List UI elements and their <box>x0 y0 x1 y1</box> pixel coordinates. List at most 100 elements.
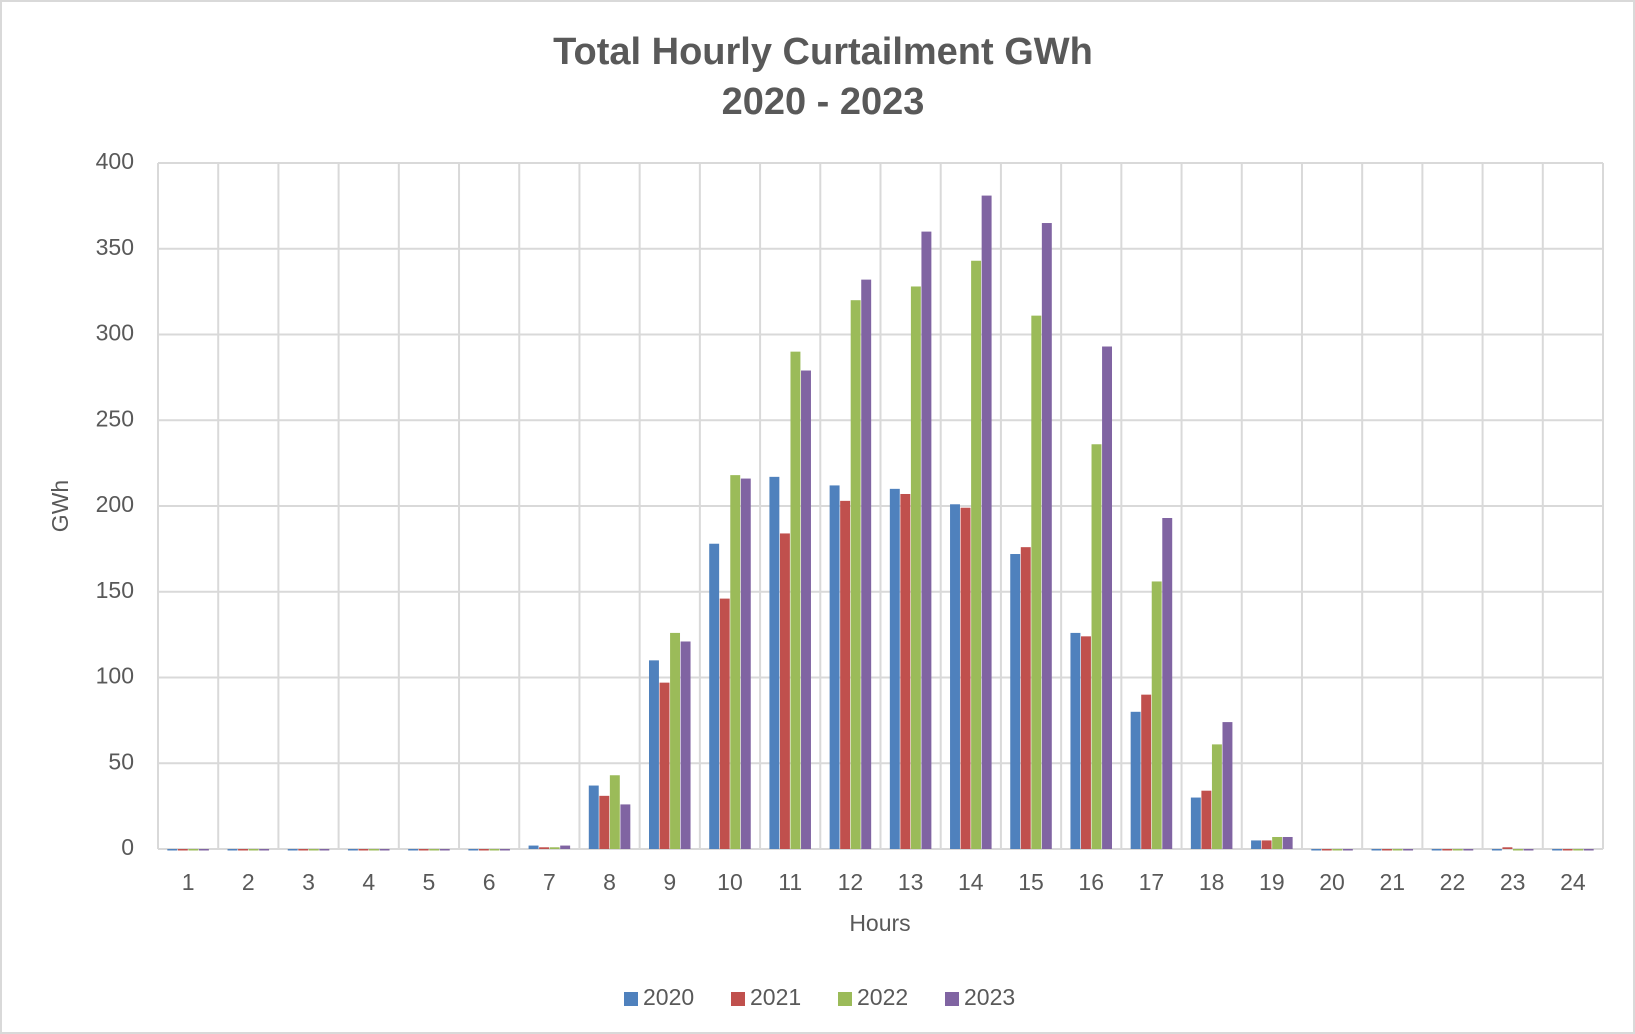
bar <box>188 849 199 851</box>
bar <box>910 286 921 850</box>
bar <box>921 231 932 850</box>
bar <box>478 849 489 851</box>
bar <box>1342 849 1353 851</box>
x-tick-label: 14 <box>958 869 984 895</box>
bar <box>489 849 500 851</box>
bar <box>539 847 550 849</box>
bar <box>648 660 659 849</box>
x-tick-label: 5 <box>423 869 436 895</box>
y-tick-label: 350 <box>96 234 134 260</box>
bar <box>227 849 238 851</box>
bar <box>620 804 631 849</box>
x-tick-label: 16 <box>1078 869 1104 895</box>
bar <box>1431 849 1442 851</box>
bar <box>801 370 811 849</box>
bar <box>308 849 319 851</box>
x-tick-label: 17 <box>1139 869 1165 895</box>
bar <box>1442 849 1453 851</box>
bar <box>769 476 780 849</box>
bar <box>670 632 681 849</box>
x-tick-label: 1 <box>182 869 195 895</box>
y-tick-label: 0 <box>121 834 134 860</box>
bar <box>950 504 960 849</box>
bar <box>1261 840 1272 849</box>
bar <box>1552 849 1563 851</box>
bar <box>1382 849 1392 851</box>
bar <box>1502 847 1513 849</box>
legend-swatch <box>731 992 745 1006</box>
bar <box>549 847 560 849</box>
bar <box>740 478 751 849</box>
bar <box>971 260 982 849</box>
chart-subtitle: 2020 - 2023 <box>722 81 925 123</box>
bar <box>248 849 259 851</box>
x-tick-label: 21 <box>1379 869 1405 895</box>
legend-swatch <box>945 992 959 1006</box>
x-tick-label: 2 <box>242 869 255 895</box>
bar <box>1091 444 1102 849</box>
bar <box>1222 722 1233 849</box>
bar <box>1573 849 1584 851</box>
bar <box>198 849 209 851</box>
y-tick-label: 150 <box>96 577 134 603</box>
bar <box>369 849 379 851</box>
bar <box>1201 790 1212 849</box>
bar <box>1130 711 1141 849</box>
x-tick-label: 20 <box>1319 869 1345 895</box>
bar <box>259 849 270 851</box>
bar <box>347 849 358 851</box>
legend-label: 2020 <box>643 984 694 1010</box>
bar <box>439 849 450 851</box>
bar <box>850 300 861 849</box>
bar <box>1321 849 1332 851</box>
y-axis-label: GWh <box>47 480 73 532</box>
bar <box>829 485 840 849</box>
bar <box>1371 849 1382 851</box>
bar <box>1190 797 1201 849</box>
x-tick-label: 8 <box>603 869 616 895</box>
bar <box>889 488 900 849</box>
bar <box>1392 849 1403 851</box>
legend-label: 2023 <box>964 984 1015 1010</box>
bar <box>1463 849 1474 851</box>
legend-label: 2021 <box>750 984 801 1010</box>
bar <box>1041 223 1052 849</box>
bar <box>1070 632 1081 849</box>
bar <box>900 493 911 849</box>
chart-title: Total Hourly Curtailment GWh <box>553 31 1093 73</box>
bar <box>1080 636 1091 849</box>
bar <box>358 849 369 851</box>
y-tick-label: 200 <box>96 491 134 517</box>
x-tick-label: 15 <box>1018 869 1044 895</box>
bar <box>1251 840 1262 849</box>
x-tick-label: 7 <box>543 869 556 895</box>
x-tick-label: 11 <box>778 869 802 895</box>
bar <box>1562 849 1573 851</box>
bar <box>177 849 188 851</box>
y-tick-label: 400 <box>96 148 134 174</box>
bar <box>730 475 741 849</box>
y-tick-label: 300 <box>96 320 134 346</box>
bar <box>861 279 872 849</box>
bar <box>1020 547 1031 849</box>
bar <box>680 641 691 849</box>
bar <box>1211 744 1222 849</box>
bar <box>1491 849 1502 851</box>
bar <box>1272 836 1283 849</box>
y-tick-label: 50 <box>108 748 134 774</box>
x-axis-label: Hours <box>849 910 910 936</box>
x-tick-label: 6 <box>483 869 496 895</box>
x-tick-label: 13 <box>898 869 924 895</box>
x-tick-label: 23 <box>1500 869 1526 895</box>
legend-swatch <box>838 992 852 1006</box>
bar <box>528 845 539 849</box>
bar <box>408 849 419 851</box>
bar <box>1403 849 1414 851</box>
bar <box>238 849 249 851</box>
bar <box>1452 849 1463 851</box>
bar <box>319 849 330 851</box>
bar <box>1031 315 1042 849</box>
bar <box>167 849 178 851</box>
bar <box>779 533 790 849</box>
